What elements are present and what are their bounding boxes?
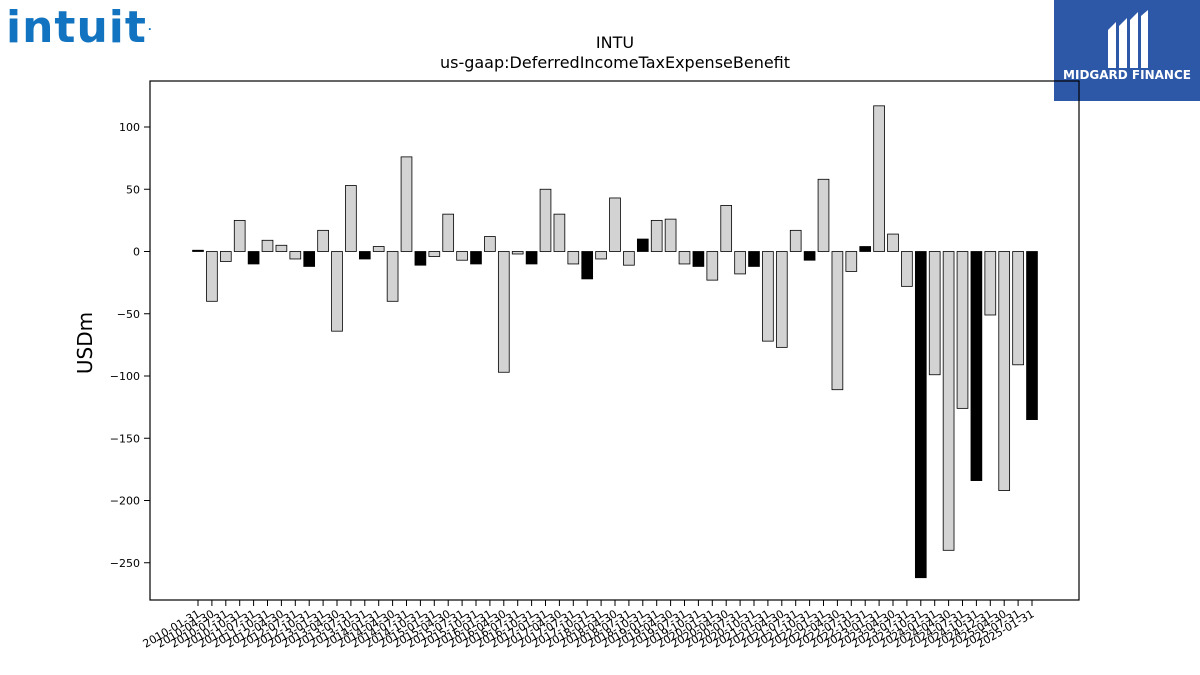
y-tick-label: −250 [110,557,140,570]
bar-2020-04-30 [720,205,733,252]
y-tick-label: 50 [126,183,140,196]
bar-2024-12-31 [984,251,997,316]
y-tick-label: −50 [117,308,140,321]
bar-2019-04-30 [664,218,677,252]
bars-group [192,105,1038,579]
bar-2021-04-30 [775,251,788,348]
bar-2022-10-31 [859,246,872,252]
y-tick-label: 100 [119,121,140,134]
bar-2011-10-31 [261,239,274,252]
bar-2019-10-31 [692,251,705,267]
bar-2014-07-31 [400,156,413,252]
bar-2010-04-30 [206,251,218,302]
bar-2023-01-31 [873,105,885,252]
bar-2025-04-30 [998,251,1011,491]
bar-2017-01-31 [539,188,552,252]
bar-2023-10-31 [914,251,927,579]
bar-2022-04-30 [831,251,844,391]
y-axis: 100 50 0 −50 −100 −150 −200 −250 [110,121,150,570]
bar-2016-01-31 [484,236,496,252]
y-tick-label: −200 [110,495,140,508]
bar-2023-04-30 [887,233,899,252]
bar-2016-07-31 [511,251,524,255]
bar-2012-04-30 [275,244,288,252]
bar-2012-07-31 [289,251,302,260]
bar-2013-04-30 [331,251,343,332]
bar-2024-04-30 [942,251,955,551]
bar-2018-10-31 [636,238,649,252]
bar-2015-07-31 [456,251,468,261]
bar-2012-10-31 [303,251,316,267]
bar-2023-07-31 [901,251,913,287]
bar-2024-07-31 [956,251,969,409]
bar-2018-01-31 [595,251,607,260]
bar-2015-01-31 [428,251,441,257]
bar-2020-10-31 [748,251,760,267]
bar-2013-07-31 [345,185,357,252]
bar-2021-01-31 [762,251,774,342]
intuit-logo: intuit. [6,4,153,52]
bar-2016-04-30 [497,251,510,373]
y-axis-label: USDm [73,312,97,374]
bar-2013-10-31 [358,251,371,260]
y-tick-label: −100 [110,370,140,383]
bar-2014-04-30 [386,251,399,302]
chart-subtitle: us-gaap:DeferredIncomeTaxExpenseBenefit [440,53,790,72]
bar-2010-10-31 [233,219,246,252]
plot-area-frame [149,80,1080,601]
x-axis: 2010-01-312010-04-302010-07-312010-10-31… [141,600,1037,651]
bar-2017-04-30 [553,213,566,252]
bar-2015-10-31 [470,251,482,265]
bar-2021-07-31 [789,229,802,252]
midgard-emblem-icon [1108,10,1148,68]
bar-2025-01-31 [1026,251,1038,420]
bar-2020-07-31 [734,251,746,275]
bar-2017-07-31 [567,251,580,265]
bar-2014-10-31 [414,251,427,266]
bar-2024-10-31 [970,251,983,481]
y-tick-label: −150 [110,432,140,445]
registered-mark: . [147,22,153,33]
chart-title: INTU [596,33,634,52]
bar-2024-01-31 [928,251,941,376]
bar-2019-01-31 [650,219,663,252]
bar-2011-07-31 [247,251,260,265]
bar-2017-10-31 [581,251,594,280]
bar-2014-01-31 [372,246,385,252]
bar-2018-04-30 [609,197,621,252]
bar-2010-01-31 [192,249,204,252]
bar-2025-07-31 [1012,251,1024,366]
bar-2020-01-31 [706,251,719,281]
bar-2021-10-31 [803,251,816,261]
bar-2022-01-31 [817,178,830,252]
bar-2015-04-30 [442,213,455,252]
bar-2022-07-31 [845,251,858,272]
midgard-finance-label: MIDGARD FINANCE [1063,68,1191,82]
intuit-logo-text: intuit [6,2,147,53]
midgard-finance-logo: MIDGARD FINANCE [1054,0,1200,101]
bar-2010-07-31 [219,251,232,262]
bar-2016-10-31 [525,251,538,265]
bar-2018-07-31 [623,251,635,266]
y-tick-label: 0 [133,246,140,259]
bar-2019-07-31 [678,251,691,265]
bar-2013-01-31 [317,229,329,252]
